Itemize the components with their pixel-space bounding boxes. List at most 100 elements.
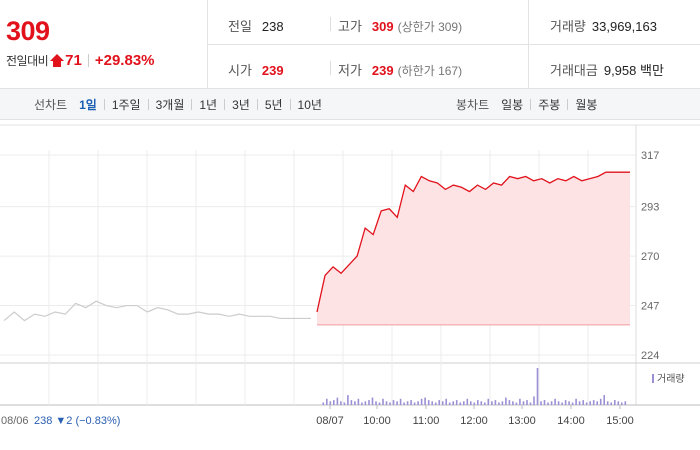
tab-5-years[interactable]: 5년 [264, 98, 283, 112]
tab-3-months[interactable]: 3개월 [155, 98, 185, 112]
volume-bar [614, 400, 616, 405]
volume-bar [508, 400, 511, 405]
volume-bar [371, 397, 374, 405]
tab-1-year[interactable]: 1년 [199, 98, 218, 112]
volume-bar [368, 400, 370, 405]
previous-day-line [3, 300, 311, 322]
open-stat: 시가 239 [228, 60, 284, 79]
low-value: 239 [371, 63, 394, 78]
y-tick-label: 270 [641, 251, 659, 263]
tab-10-years[interactable]: 10년 [297, 98, 322, 112]
volume-bar [466, 398, 469, 405]
volume-bar [554, 398, 556, 405]
divider [567, 99, 569, 110]
volume-bar [445, 398, 447, 405]
volume-bar [491, 401, 493, 405]
high-value: 309 [371, 19, 394, 34]
volume-bar [336, 397, 339, 405]
line-chart-title: 선차트 [34, 98, 68, 112]
volume-bar [498, 402, 500, 405]
volume-bar [578, 401, 581, 405]
tab-weekly-candle[interactable]: 주봉 [538, 98, 561, 112]
price-lines [3, 171, 630, 322]
volume-bar [610, 402, 612, 405]
price-box: 309 전일대비 71 +29.83% [0, 0, 208, 89]
volume-bar [564, 400, 567, 405]
x-tick-label: 13:00 [508, 415, 536, 427]
volume-bar [533, 396, 535, 405]
volume-bar [621, 402, 623, 405]
volume-bar [470, 401, 472, 405]
volume-bar [343, 402, 346, 405]
high-label: 고가 [338, 19, 362, 34]
divider [191, 99, 193, 110]
amount-stat: 거래대금 9,958 백만 [550, 60, 664, 79]
volume-bar [540, 401, 542, 405]
y-tick-label: 247 [641, 301, 659, 313]
y-tick-label: 224 [641, 350, 659, 362]
change-percent: +29.83% [94, 52, 155, 69]
volume-bar [585, 402, 588, 405]
divider [147, 99, 149, 110]
volume-bar [399, 398, 402, 405]
volume-bar [501, 401, 504, 405]
volume-bar [519, 398, 521, 405]
x-tick-label: 15:00 [606, 415, 634, 427]
volume-bar [392, 400, 395, 405]
volume-bar [385, 401, 388, 405]
volume-bar [599, 398, 602, 405]
divider [103, 99, 105, 110]
tab-1-week[interactable]: 1주일 [111, 98, 141, 112]
volume-bar [617, 401, 620, 405]
price-area [317, 172, 630, 325]
divider [330, 17, 331, 31]
volume-bar [427, 400, 430, 405]
volume-bar [473, 402, 476, 405]
volume-bar [571, 402, 574, 405]
tab-1-day[interactable]: 1일 [79, 98, 97, 112]
volume-bar [487, 398, 490, 405]
volume-bar [333, 400, 335, 405]
volume-bar [350, 400, 353, 405]
y-tick-label: 317 [641, 150, 659, 162]
x-tick-label: 14:00 [557, 415, 585, 427]
chart-labels: 317 293 270 247 224 거래량 08/06 238 ▼2 (−0.83%) 08… [1, 150, 685, 427]
volume-bar [575, 398, 577, 405]
tab-monthly-candle[interactable]: 월봉 [575, 98, 598, 112]
volume-bar [389, 402, 391, 405]
volume-bar [606, 401, 609, 405]
volume-bar [592, 400, 595, 405]
divider [87, 54, 89, 67]
volume-bar [326, 398, 328, 405]
volume-bar [347, 395, 349, 405]
tab-3-years[interactable]: 3년 [232, 98, 250, 112]
volume-bar [547, 402, 549, 405]
volume-bar [536, 368, 539, 405]
volume-bars [322, 368, 627, 405]
volume-bar [561, 402, 563, 405]
volume-bar [459, 402, 462, 405]
volume-bar [396, 401, 398, 405]
row-divider [208, 44, 700, 45]
divider [256, 99, 258, 110]
volume-legend-swatch [652, 374, 654, 383]
tab-daily-candle[interactable]: 일봉 [501, 98, 524, 112]
upper-limit: (상한가 309) [397, 20, 463, 34]
volume-bar [417, 401, 419, 405]
y-tick-label: 293 [641, 202, 659, 214]
price-chart: 317 293 270 247 224 거래량 08/06 238 ▼2 (−0.83%) 08… [0, 124, 700, 427]
volume-bar [480, 401, 483, 405]
volume-bar [403, 402, 405, 405]
volume-legend-label: 거래량 [657, 373, 685, 385]
change-amount: 71 [65, 52, 82, 69]
high-stat: 고가 309 (상한가 309) [338, 16, 462, 35]
volume-bar [410, 400, 412, 405]
volume-bar [505, 397, 507, 405]
previous-day-info-label: 238 ▼2 (−0.83%) [34, 415, 120, 427]
chart-tab-bar: 선차트 1일 1주일 3개월 1년 3년 5년 10년 봉차트 일봉 주봉 월봉 [0, 89, 700, 120]
volume-bar [413, 402, 416, 405]
x-tick-label: 08/07 [316, 415, 344, 427]
x-tick-label: 10:00 [363, 415, 391, 427]
volume-bar [431, 401, 433, 405]
volume-bar [448, 402, 451, 405]
